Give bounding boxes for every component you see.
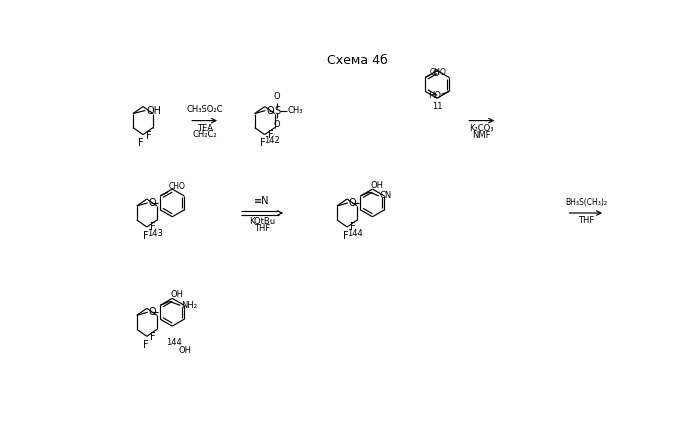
Text: F: F (150, 222, 156, 232)
Text: F: F (143, 231, 148, 241)
Text: THF: THF (254, 224, 270, 233)
Text: ≡N: ≡N (254, 196, 270, 206)
Text: OH: OH (146, 106, 161, 115)
Text: O: O (266, 106, 274, 115)
Text: 143: 143 (147, 229, 162, 237)
Text: 144: 144 (347, 229, 363, 237)
Text: Схема 4б: Схема 4б (327, 53, 388, 67)
Text: CHO: CHO (430, 68, 447, 77)
Text: 144: 144 (166, 338, 182, 347)
Text: BH₃S(CH₃)₂: BH₃S(CH₃)₂ (565, 198, 607, 207)
Text: O: O (432, 69, 439, 78)
Text: CH₃SO₂C: CH₃SO₂C (187, 105, 223, 115)
Text: KOtBu: KOtBu (249, 217, 275, 226)
Text: F: F (343, 231, 348, 241)
Text: O: O (148, 198, 156, 208)
Text: O: O (148, 307, 156, 317)
Text: 142: 142 (264, 136, 280, 144)
Text: F: F (146, 131, 152, 141)
Text: HO: HO (428, 91, 440, 100)
Text: K₂CO₃: K₂CO₃ (470, 124, 494, 133)
Text: NH₂: NH₂ (181, 301, 197, 310)
Text: O: O (273, 92, 280, 101)
Text: CN: CN (380, 192, 392, 200)
Text: OH: OH (370, 181, 384, 190)
Text: CH₃: CH₃ (288, 106, 303, 115)
Text: F: F (268, 130, 274, 140)
Text: NMF: NMF (473, 131, 491, 140)
Text: F: F (260, 139, 266, 149)
Text: 11: 11 (432, 102, 442, 111)
Text: F: F (150, 332, 156, 342)
Text: THF: THF (577, 216, 594, 225)
Text: TEA: TEA (196, 124, 212, 133)
Text: F: F (350, 222, 356, 232)
Text: OH: OH (179, 346, 192, 354)
Text: S: S (275, 106, 281, 115)
Text: CH₂C₂: CH₂C₂ (192, 130, 217, 139)
Text: F: F (138, 139, 143, 149)
Text: OH: OH (171, 290, 183, 299)
Text: F: F (143, 340, 148, 350)
Text: O: O (349, 198, 356, 208)
Text: O: O (273, 120, 280, 129)
Text: CHO: CHO (168, 182, 185, 192)
